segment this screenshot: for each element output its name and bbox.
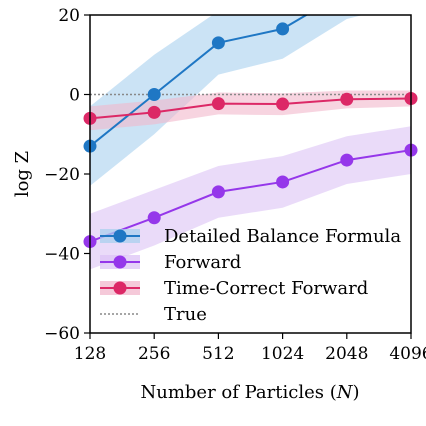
x-tick-label: 1024 <box>261 344 304 364</box>
legend-swatch-marker-forward <box>113 255 127 269</box>
detailed-balance-formula-band <box>90 15 363 186</box>
legend-label-true: True <box>164 304 207 325</box>
x-tick-label: 4096 <box>389 344 426 364</box>
detailed-balance-formula-point <box>211 36 225 50</box>
legend-label-forward: Forward <box>164 252 241 273</box>
legend-swatch-marker-detailed-balance-formula <box>113 229 127 243</box>
x-tick-label: 2048 <box>325 344 368 364</box>
x-axis-label: Number of Particles (N) <box>140 382 359 403</box>
forward-point <box>211 185 225 199</box>
x-axis-label-suffix: ) <box>352 382 359 403</box>
x-axis-label-prefix: Number of Particles ( <box>140 382 336 403</box>
y-tick-label: −60 <box>44 324 80 344</box>
y-axis-label: log Z <box>12 151 33 197</box>
x-axis-label-variable: N <box>336 382 354 403</box>
y-tick-label: 20 <box>58 6 80 26</box>
legend: Detailed Balance Formula Forward Time-Corr… <box>100 226 401 325</box>
forward-point <box>340 153 354 167</box>
y-tick-label: 0 <box>69 86 80 106</box>
legend-swatch-marker-time-correct-forward <box>113 281 127 295</box>
forward-band <box>90 126 411 270</box>
series-lines <box>90 15 411 243</box>
y-tick-label: −20 <box>44 165 80 185</box>
legend-label-time-correct-forward: Time-Correct Forward <box>164 278 368 299</box>
y-tick-label: −40 <box>44 245 80 265</box>
time-correct-forward-point <box>147 105 161 119</box>
forward-point <box>276 175 290 189</box>
detailed-balance-formula-point <box>147 88 161 101</box>
x-tick-label: 512 <box>202 344 234 364</box>
x-tick-label: 128 <box>74 344 106 364</box>
detailed-balance-formula-line <box>90 15 309 147</box>
time-correct-forward-point <box>340 92 354 106</box>
forward-point <box>147 211 161 225</box>
legend-label-detailed-balance-formula: Detailed Balance Formula <box>164 226 401 247</box>
x-tick-label: 256 <box>138 344 170 364</box>
time-correct-forward-point <box>276 97 290 111</box>
detailed-balance-formula-point <box>276 22 290 36</box>
forward-line <box>90 149 411 243</box>
time-correct-forward-point <box>211 97 225 111</box>
time-correct-forward-line <box>90 97 411 120</box>
